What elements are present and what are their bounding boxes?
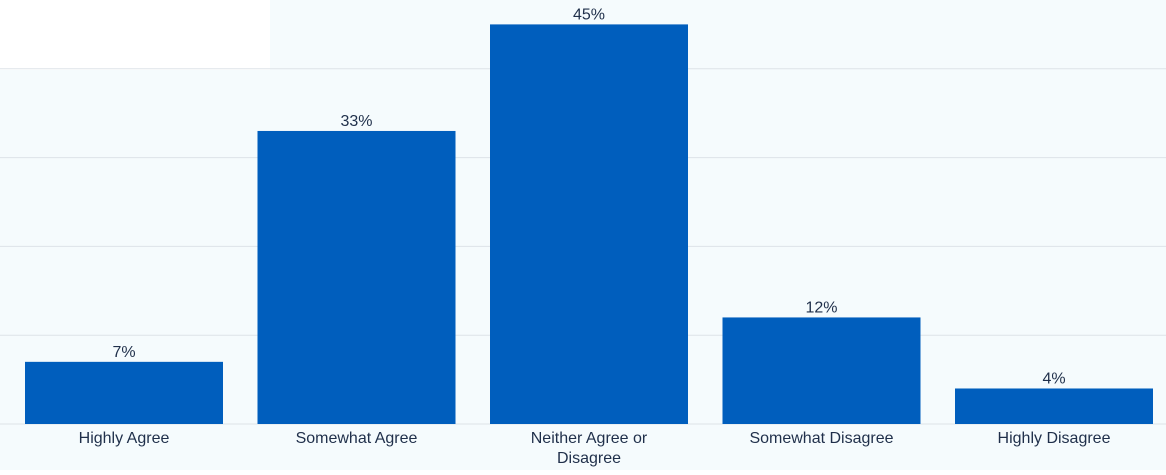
category-label-somewhat-agree: Somewhat Agree: [296, 430, 418, 447]
bar-somewhat-disagree: [722, 317, 921, 424]
category-label-highly-agree: Highly Agree: [79, 430, 170, 447]
category-label-line: Highly Disagree: [998, 430, 1111, 447]
bar-highly-agree: [25, 361, 223, 424]
value-label-somewhat-disagree: 12%: [805, 299, 837, 316]
value-labels: 7% 33% 45% 12% 4%: [112, 6, 1065, 387]
category-label-highly-disagree: Highly Disagree: [998, 430, 1111, 447]
category-label-line: Somewhat Disagree: [749, 430, 893, 447]
category-label-line: Disagree: [557, 450, 621, 467]
bars: [25, 24, 1153, 425]
bar-highly-disagree: [955, 388, 1153, 424]
bar-somewhat-agree: [257, 130, 456, 424]
category-label-neither-agree-or-disagree: Neither Agree or Disagree: [531, 430, 648, 467]
value-label-somewhat-agree: 33%: [340, 113, 372, 130]
category-label-line: Highly Agree: [79, 430, 170, 447]
category-labels: Highly Agree Somewhat Agree Neither Agree …: [79, 430, 1111, 467]
value-label-highly-disagree: 4%: [1042, 370, 1065, 387]
category-label-line: Neither Agree or: [531, 430, 648, 447]
category-label-line: Somewhat Agree: [296, 430, 418, 447]
value-label-neither-agree-or-disagree: 45%: [573, 6, 605, 23]
value-label-highly-agree: 7%: [112, 344, 135, 361]
top-left-blank-panel: [0, 0, 270, 70]
category-label-somewhat-disagree: Somewhat Disagree: [749, 430, 893, 447]
bar-neither-agree-or-disagree: [490, 24, 688, 425]
